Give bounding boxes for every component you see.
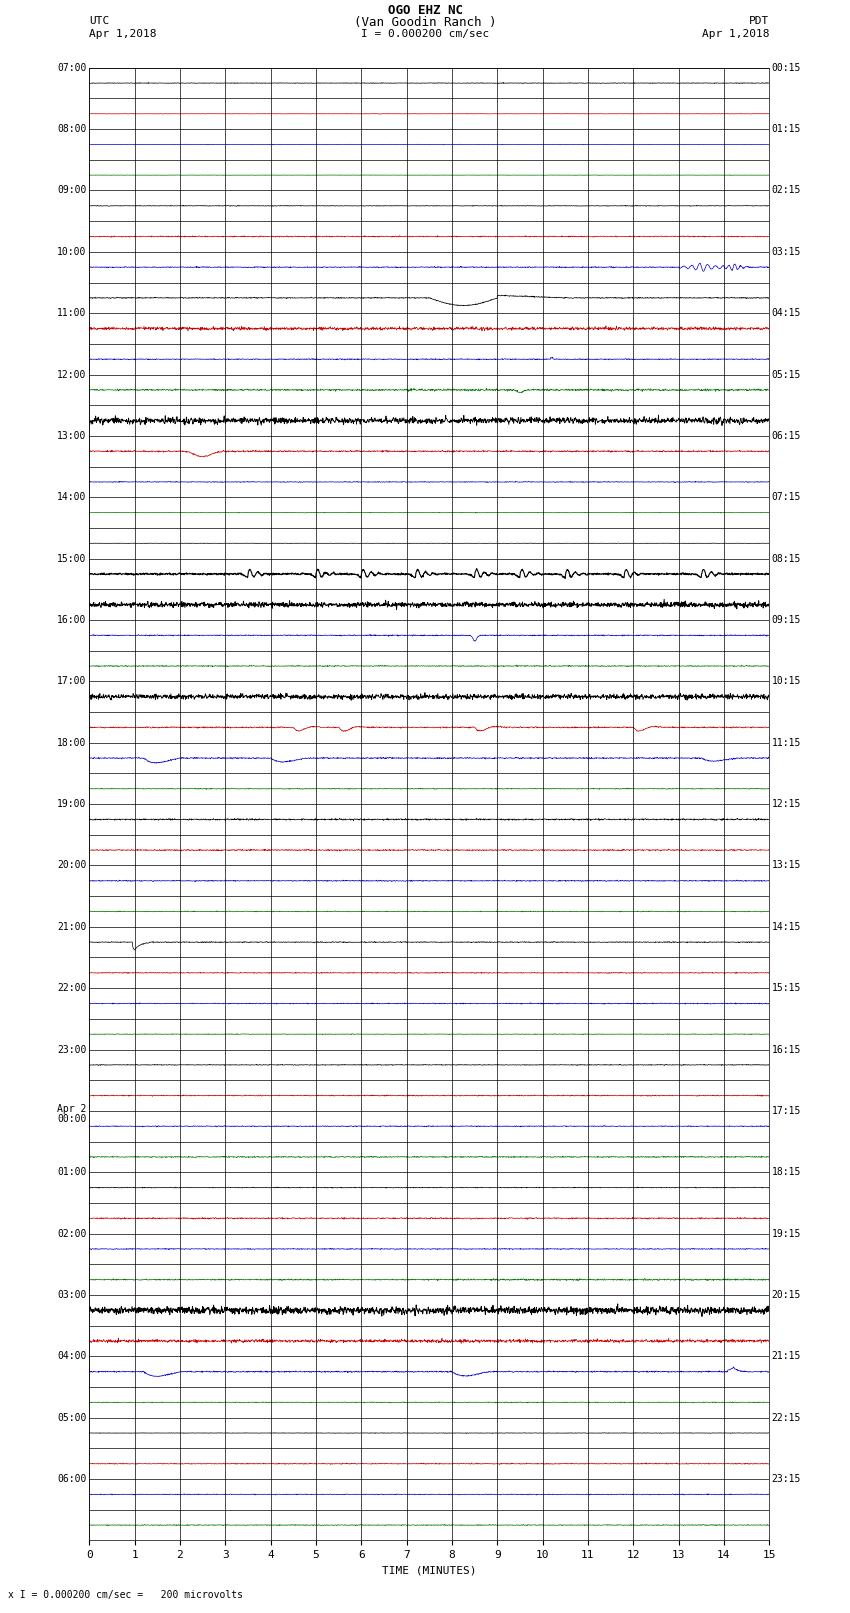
Text: 02:00: 02:00	[57, 1229, 87, 1239]
Text: (Van Goodin Ranch ): (Van Goodin Ranch )	[354, 16, 496, 29]
Text: 07:15: 07:15	[772, 492, 802, 502]
Text: 12:00: 12:00	[57, 369, 87, 379]
Text: 17:00: 17:00	[57, 676, 87, 687]
Text: Apr 1,2018: Apr 1,2018	[702, 29, 769, 39]
Text: 03:15: 03:15	[772, 247, 802, 256]
Text: Apr 2: Apr 2	[57, 1105, 87, 1115]
Text: 13:15: 13:15	[772, 860, 802, 871]
Text: 01:00: 01:00	[57, 1168, 87, 1177]
Text: 18:00: 18:00	[57, 737, 87, 748]
Text: 15:00: 15:00	[57, 553, 87, 563]
Text: 21:00: 21:00	[57, 921, 87, 932]
Text: 22:00: 22:00	[57, 984, 87, 994]
Text: 09:00: 09:00	[57, 185, 87, 195]
Text: I = 0.000200 cm/sec: I = 0.000200 cm/sec	[361, 29, 489, 39]
Text: 09:15: 09:15	[772, 615, 802, 624]
Text: 06:00: 06:00	[57, 1474, 87, 1484]
Text: 20:15: 20:15	[772, 1290, 802, 1300]
Text: 11:15: 11:15	[772, 737, 802, 748]
Text: 15:15: 15:15	[772, 984, 802, 994]
Text: 17:15: 17:15	[772, 1107, 802, 1116]
Text: x I = 0.000200 cm/sec =   200 microvolts: x I = 0.000200 cm/sec = 200 microvolts	[8, 1590, 243, 1600]
Text: 13:00: 13:00	[57, 431, 87, 440]
Text: 00:00: 00:00	[57, 1115, 87, 1124]
Text: 19:15: 19:15	[772, 1229, 802, 1239]
Text: 00:15: 00:15	[772, 63, 802, 73]
Text: 05:15: 05:15	[772, 369, 802, 379]
Text: 16:15: 16:15	[772, 1045, 802, 1055]
Text: PDT: PDT	[749, 16, 769, 26]
Text: 08:00: 08:00	[57, 124, 87, 134]
Text: 23:00: 23:00	[57, 1045, 87, 1055]
Text: 22:15: 22:15	[772, 1413, 802, 1423]
Text: 12:15: 12:15	[772, 798, 802, 810]
Text: 23:15: 23:15	[772, 1474, 802, 1484]
Text: Apr 1,2018: Apr 1,2018	[89, 29, 156, 39]
Text: 10:15: 10:15	[772, 676, 802, 687]
Text: 04:15: 04:15	[772, 308, 802, 318]
Text: 04:00: 04:00	[57, 1352, 87, 1361]
Text: 10:00: 10:00	[57, 247, 87, 256]
Text: 02:15: 02:15	[772, 185, 802, 195]
Text: 07:00: 07:00	[57, 63, 87, 73]
Text: 01:15: 01:15	[772, 124, 802, 134]
Text: 16:00: 16:00	[57, 615, 87, 624]
Text: OGO EHZ NC: OGO EHZ NC	[388, 5, 462, 18]
Text: 03:00: 03:00	[57, 1290, 87, 1300]
Text: 06:15: 06:15	[772, 431, 802, 440]
Text: 14:15: 14:15	[772, 921, 802, 932]
Text: 20:00: 20:00	[57, 860, 87, 871]
Text: 05:00: 05:00	[57, 1413, 87, 1423]
Text: 19:00: 19:00	[57, 798, 87, 810]
Text: 08:15: 08:15	[772, 553, 802, 563]
Text: UTC: UTC	[89, 16, 110, 26]
X-axis label: TIME (MINUTES): TIME (MINUTES)	[382, 1566, 477, 1576]
Text: 21:15: 21:15	[772, 1352, 802, 1361]
Text: 18:15: 18:15	[772, 1168, 802, 1177]
Text: 11:00: 11:00	[57, 308, 87, 318]
Text: 14:00: 14:00	[57, 492, 87, 502]
